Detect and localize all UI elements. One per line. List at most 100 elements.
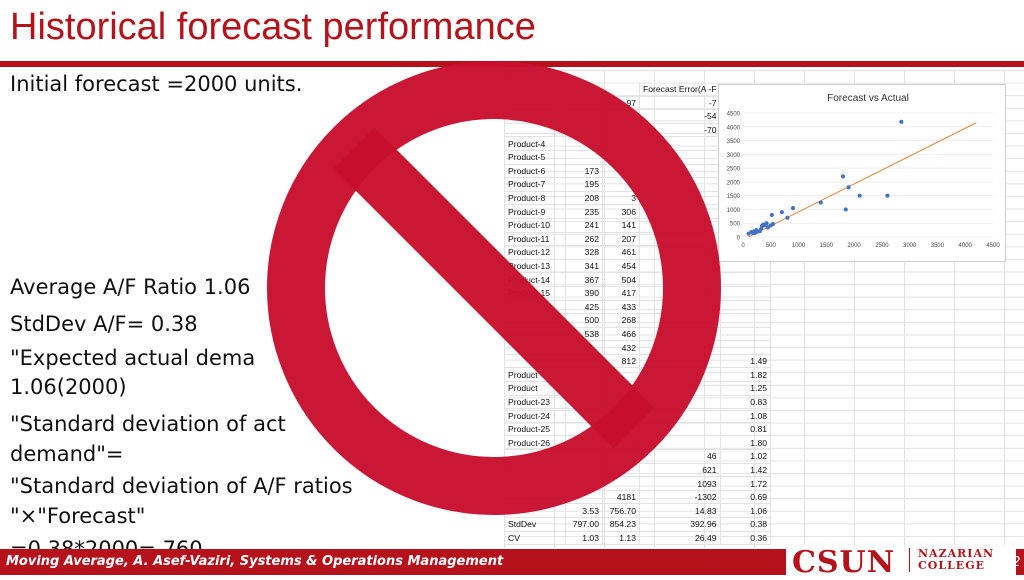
page-number: 12 — [1004, 555, 1021, 570]
table-cell: Product-4 — [505, 136, 566, 151]
slide-title: Historical forecast performance — [10, 6, 536, 48]
data-point — [785, 215, 790, 220]
trendline — [748, 122, 977, 238]
table-cell: Product-6 — [505, 164, 566, 179]
table-cell: Product-7 — [505, 177, 566, 192]
table-cell — [720, 272, 772, 287]
table-cell: 392.96 — [639, 517, 721, 532]
table-cell: Product-13 — [505, 259, 566, 274]
data-point — [885, 193, 890, 198]
y-tick-label: 1000 — [727, 208, 741, 214]
x-tick-label: 3000 — [903, 243, 917, 249]
data-point — [764, 221, 769, 226]
table-cell: 341 — [565, 259, 603, 274]
table-cell: 854.23 — [602, 517, 640, 532]
table-cell: Product-8 — [505, 191, 566, 206]
table-cell: Product-23 — [505, 395, 566, 410]
table-cell: 1.06 — [720, 503, 772, 518]
y-tick-label: 3000 — [727, 153, 741, 159]
table-cell: Product-9 — [505, 204, 566, 219]
table-cell: 0.83 — [720, 395, 772, 410]
table-cell: 1.13 — [602, 531, 640, 546]
data-point — [770, 222, 775, 227]
data-point — [846, 185, 851, 190]
table-cell: 3.53 — [565, 503, 603, 518]
y-tick-label: 500 — [730, 222, 741, 228]
table-cell: 208 — [565, 191, 603, 206]
x-tick-label: 4500 — [986, 243, 1000, 249]
table-cell: 26.49 — [639, 531, 721, 546]
table-cell: 235 — [565, 204, 603, 219]
table-cell: 432 — [602, 340, 640, 355]
table-cell: 14.83 — [639, 503, 721, 518]
x-tick-label: 4000 — [959, 243, 973, 249]
table-cell — [720, 340, 772, 355]
x-tick-label: 0 — [741, 243, 745, 249]
table-cell: 417 — [602, 286, 640, 301]
table-cell: Product-12 — [505, 245, 566, 260]
table-cell — [720, 313, 772, 328]
table-cell: 0.36 — [720, 531, 772, 546]
table-cell: Product-24 — [505, 408, 566, 423]
table-cell: 268 — [602, 313, 640, 328]
bullet-stddev-ratios: "Standard deviation of A/F ratios — [10, 474, 353, 498]
table-cell: 1.82 — [720, 367, 772, 383]
table-cell: Product-11 — [505, 232, 566, 247]
bullet-expected-demand: "Expected actual dema — [10, 346, 256, 370]
data-point — [790, 205, 796, 211]
chart-title: Forecast vs Actual — [827, 93, 909, 104]
table-cell: 390 — [565, 286, 603, 301]
table-cell — [720, 300, 772, 315]
y-tick-label: 2000 — [727, 180, 741, 186]
nazarian-logo-text: NAZARIAN COLLEGE — [918, 548, 994, 572]
table-cell: 461 — [602, 245, 640, 260]
logo-background — [786, 545, 1016, 575]
table-stat-row: CV 1.03 1.13 26.49 0.36 — [505, 531, 772, 546]
x-tick-label: 2500 — [875, 243, 889, 249]
table-cell: 621 — [639, 463, 721, 478]
bullet-initial-forecast: Initial forecast =2000 units. — [10, 72, 303, 96]
table-cell: 1.49 — [720, 354, 772, 369]
table-cell: StdDev — [505, 517, 566, 532]
table-cell: 454 — [602, 259, 640, 274]
logo-separator — [909, 548, 910, 572]
table-cell: 173 — [565, 164, 603, 179]
table-cell: 1.03 — [565, 531, 603, 546]
x-tick-label: 3500 — [931, 243, 945, 249]
table-cell: 207 — [602, 232, 640, 247]
table-cell: 141 — [602, 218, 640, 233]
data-point — [840, 174, 846, 179]
bullet-expected-demand-value: 1.06(2000) — [10, 375, 127, 399]
table-cell: 500 — [565, 313, 603, 328]
table-cell: 0.38 — [720, 517, 772, 532]
data-point — [899, 119, 904, 124]
logo-line-1: NAZARIAN — [918, 547, 995, 560]
table-cell: 1.25 — [720, 381, 772, 396]
table-cell: 1.42 — [720, 463, 772, 478]
table-cell: 0.81 — [720, 422, 772, 437]
csun-logo-text: CSUN — [792, 545, 896, 580]
table-cell: 1093 — [639, 476, 721, 491]
table-cell — [720, 286, 772, 301]
y-tick-label: 0 — [737, 236, 741, 242]
table-cell: 306 — [602, 204, 640, 219]
data-point — [843, 207, 848, 212]
logo-line-2: COLLEGE — [918, 559, 985, 572]
table-cell: 756.70 — [602, 503, 640, 518]
table-cell: 466 — [602, 327, 640, 342]
x-tick-label: 1500 — [820, 243, 834, 249]
table-cell — [602, 83, 640, 97]
x-tick-label: 2000 — [847, 243, 861, 249]
table-cell: 0.69 — [720, 490, 772, 505]
table-cell: 1.72 — [720, 476, 772, 491]
table-cell: 1.08 — [720, 408, 772, 423]
data-point — [779, 210, 784, 215]
scatter-chart-svg: Forecast vs Actual 0 500 1000 1500 2000 2500 30… — [727, 93, 1001, 249]
x-tick-label: 1000 — [792, 243, 806, 249]
data-point — [818, 200, 823, 205]
table-cell — [720, 327, 772, 342]
table-cell: 425 — [565, 300, 603, 315]
y-tick-label: 4000 — [727, 125, 741, 131]
table-cell: 262 — [565, 232, 603, 247]
table-cell: 241 — [565, 218, 603, 233]
